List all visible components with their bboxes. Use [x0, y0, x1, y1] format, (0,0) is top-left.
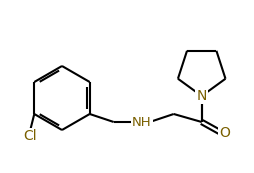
Text: NH: NH	[132, 116, 152, 129]
Text: O: O	[219, 126, 230, 140]
Text: Cl: Cl	[23, 129, 37, 143]
Text: N: N	[197, 89, 207, 103]
Text: N: N	[197, 89, 207, 103]
